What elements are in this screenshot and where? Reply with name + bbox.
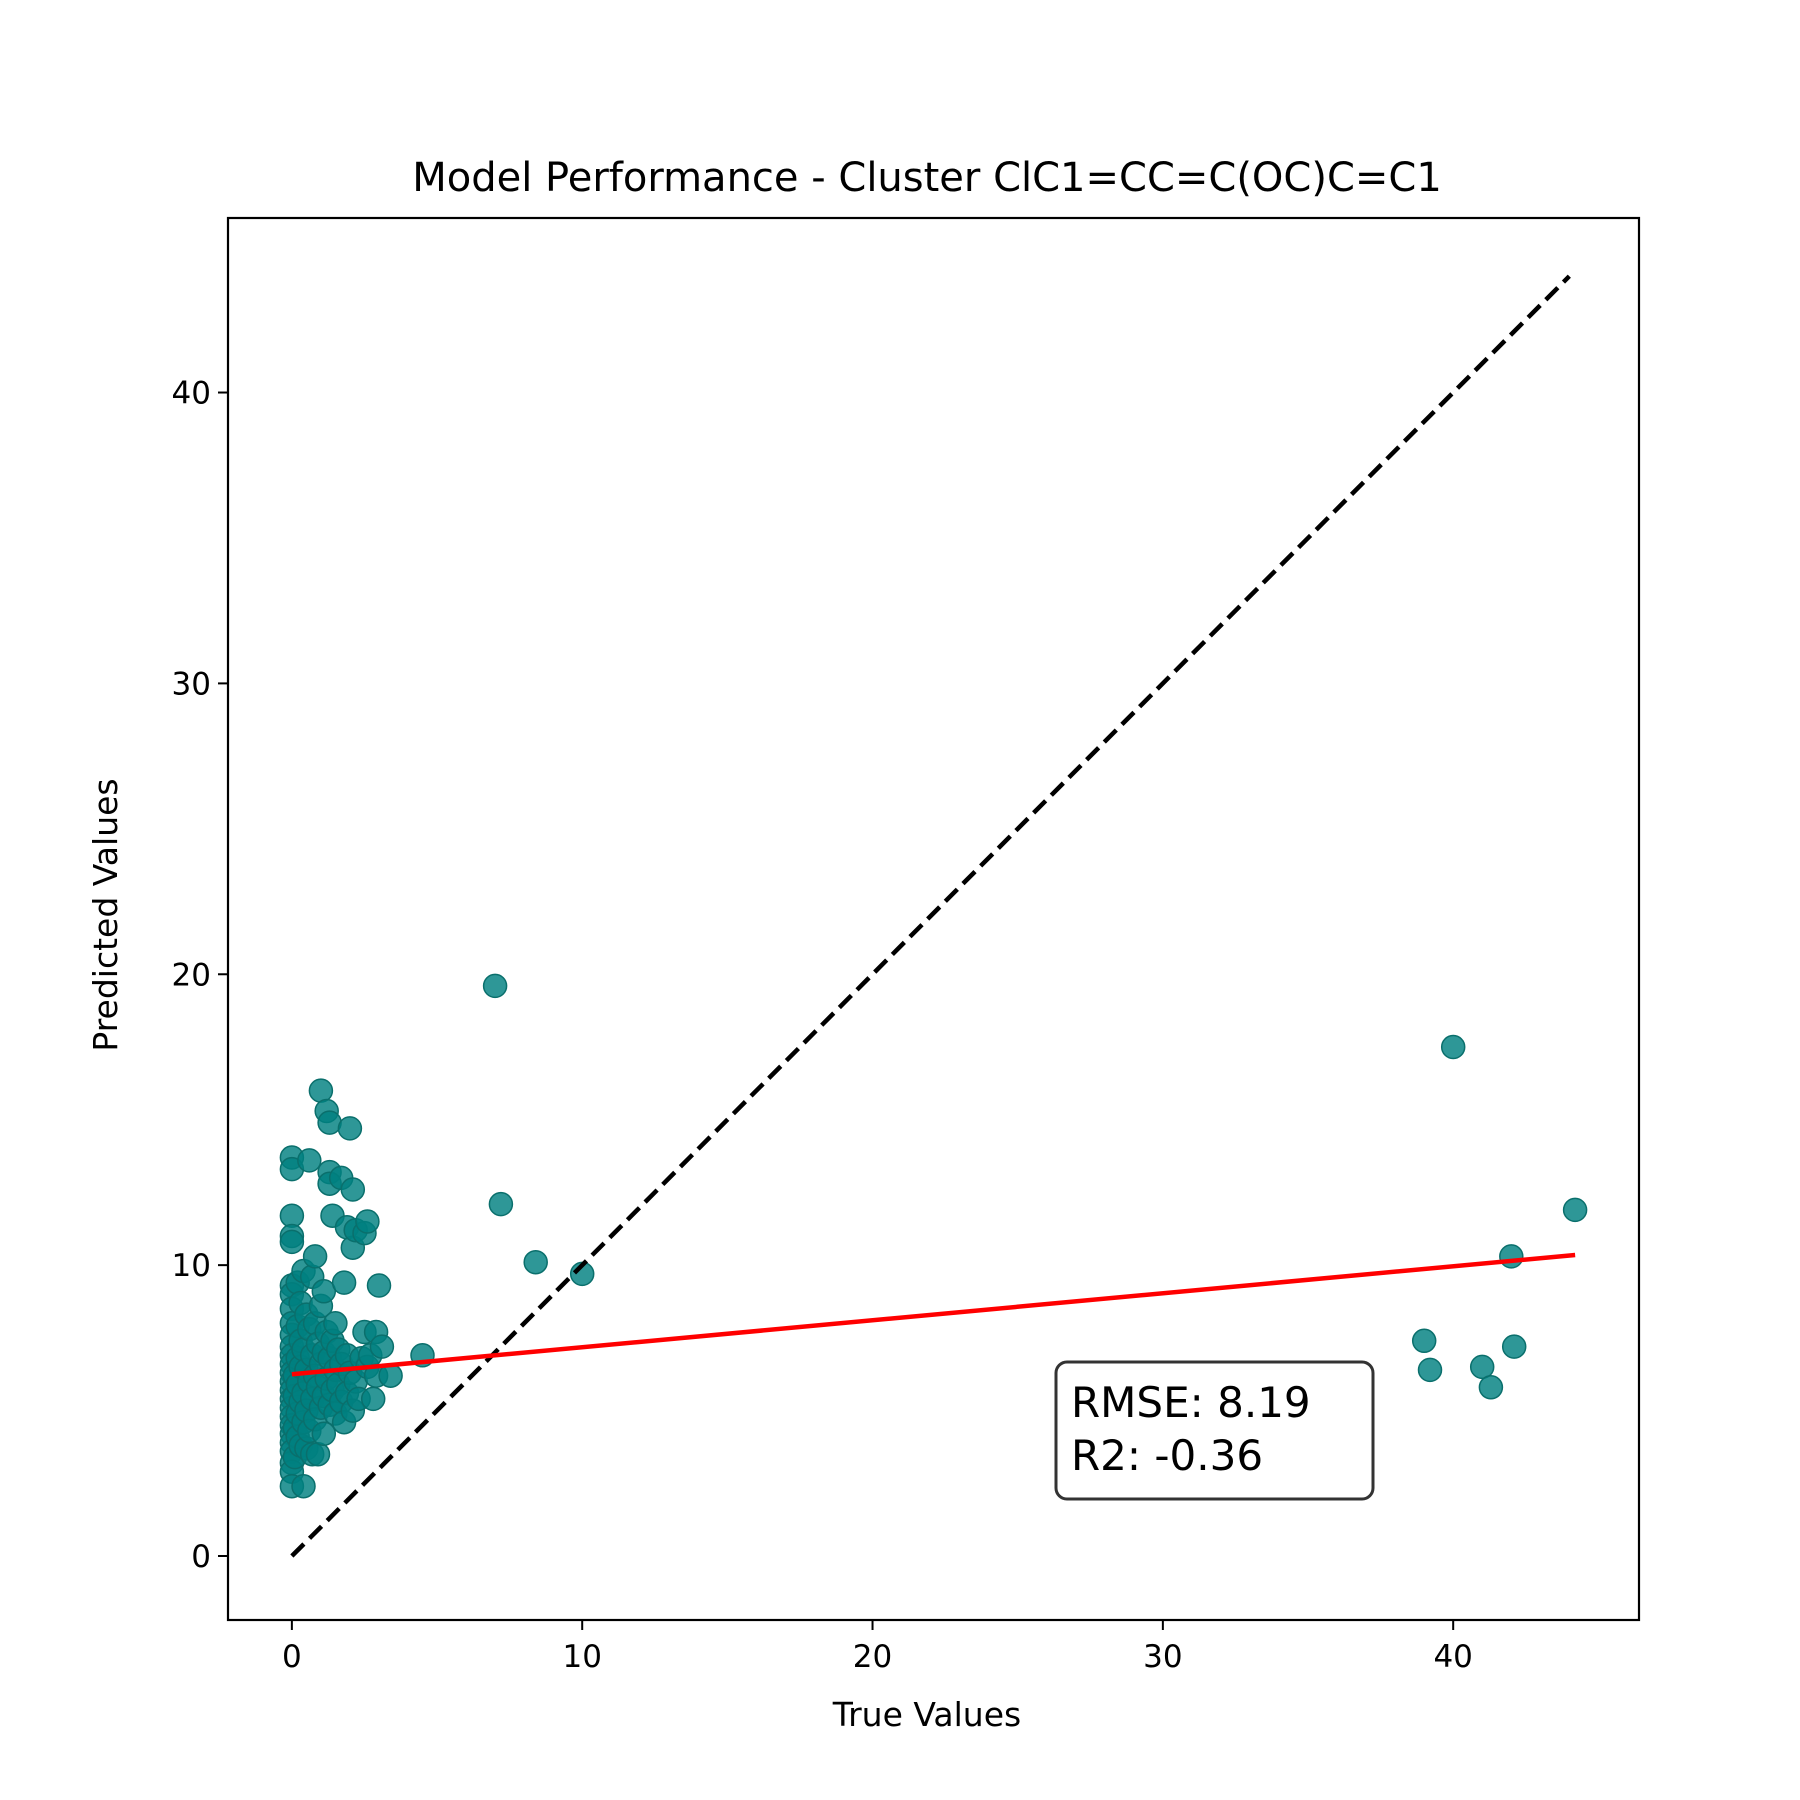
data-point — [355, 1209, 380, 1234]
y-tick-label: 0 — [191, 1539, 211, 1575]
x-axis-label: True Values — [832, 1695, 1021, 1734]
y-tick-label: 30 — [172, 666, 211, 702]
data-point — [337, 1116, 363, 1141]
data-point — [1501, 1334, 1527, 1359]
data-point — [331, 1270, 357, 1295]
x-tick-label: 30 — [1143, 1639, 1182, 1675]
x-tick-label: 0 — [282, 1639, 302, 1675]
data-point — [279, 1229, 305, 1255]
chart-title: Model Performance - Cluster ClC1=CC=C(OC… — [412, 155, 1442, 201]
data-point — [291, 1473, 316, 1499]
data-point — [1469, 1354, 1495, 1380]
data-point — [369, 1334, 395, 1359]
data-point — [523, 1249, 548, 1275]
stats-box: RMSE: 8.19 R2: -0.36 — [1054, 1360, 1375, 1501]
x-tick-label: 20 — [853, 1639, 892, 1675]
data-point — [323, 1311, 348, 1336]
data-point — [311, 1421, 337, 1447]
data-point — [488, 1191, 514, 1217]
data-point — [308, 1078, 334, 1103]
axes-layer: 0 10 20 30 40 0 10 20 30 40 — [172, 216, 1641, 1675]
rmse-label: RMSE: 8.19 — [1071, 1378, 1311, 1427]
data-point — [311, 1279, 337, 1304]
regression-line — [291, 1252, 1576, 1377]
data-point — [297, 1148, 322, 1173]
y-tick-label: 40 — [172, 376, 211, 412]
data-point — [1411, 1328, 1437, 1354]
y-axis-label: Predicted Values — [86, 778, 125, 1051]
x-tick-label: 10 — [562, 1639, 601, 1675]
data-point — [1499, 1244, 1524, 1269]
data-point — [1417, 1357, 1443, 1383]
data-point — [1562, 1197, 1588, 1223]
data-point — [1478, 1375, 1504, 1400]
r2-label: R2: -0.36 — [1071, 1431, 1263, 1480]
y-tick-label: 20 — [172, 957, 211, 993]
data-point — [482, 973, 508, 999]
data-point — [305, 1441, 331, 1467]
x-tick-label: 40 — [1433, 1639, 1472, 1675]
data-point — [1440, 1034, 1466, 1060]
data-point — [317, 1110, 342, 1135]
identity-line — [290, 274, 1571, 1558]
data-point — [366, 1273, 392, 1298]
points-layer — [279, 973, 1588, 1499]
data-point — [340, 1177, 366, 1202]
lines-layer — [290, 274, 1576, 1558]
stats-box-frame — [1054, 1360, 1375, 1501]
data-point — [302, 1244, 328, 1269]
y-tick-label: 10 — [172, 1248, 211, 1284]
data-point — [360, 1386, 386, 1412]
plot-frame — [226, 216, 1641, 1622]
